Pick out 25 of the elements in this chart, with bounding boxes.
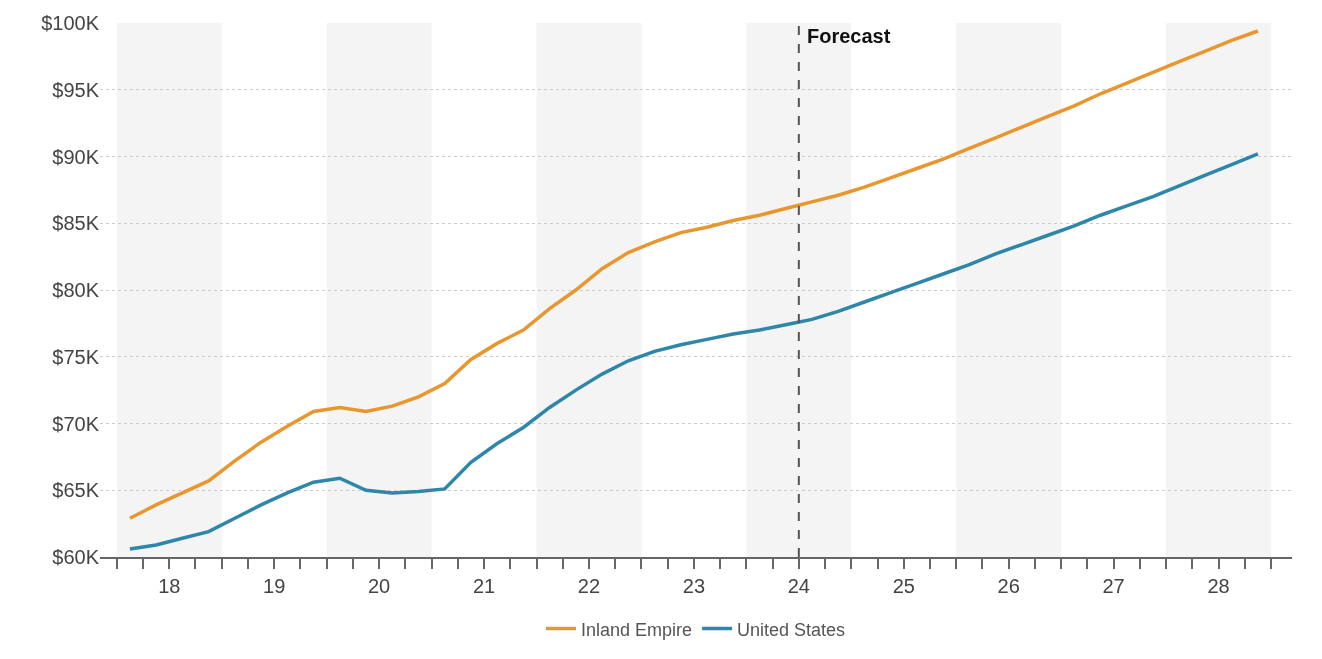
x-tick-label: 24 xyxy=(787,575,810,597)
line-series xyxy=(128,29,1260,521)
y-tick-label: $90K xyxy=(52,145,100,168)
y-tick-label: $95K xyxy=(52,78,100,101)
x-tick-label: 19 xyxy=(263,575,286,597)
x-tick-label: 26 xyxy=(997,575,1020,597)
y-tick-label: $80K xyxy=(52,279,100,301)
x-tick-label: 18 xyxy=(158,575,181,597)
y-tick-label: $100K xyxy=(41,12,100,34)
legend-label: United States xyxy=(737,619,846,640)
x-tick-label: 22 xyxy=(577,575,601,597)
x-tick-label: 21 xyxy=(472,575,496,597)
legend-label: Inland Empire xyxy=(581,619,693,640)
x-tick-label: 27 xyxy=(1102,575,1125,597)
x-tick-label: 20 xyxy=(367,575,391,597)
y-tick-label: $70K xyxy=(52,412,100,435)
x-tick-label: 23 xyxy=(682,575,706,597)
y-tick-label: $85K xyxy=(52,212,100,235)
y-tick-label: $65K xyxy=(52,479,100,502)
y-tick-label: $60K xyxy=(52,546,100,568)
line-series xyxy=(128,152,1260,551)
x-tick-label: 28 xyxy=(1207,575,1230,597)
y-tick-label: $75K xyxy=(52,345,100,368)
x-tick-label: 25 xyxy=(892,575,915,597)
ref-line-label: Forecast xyxy=(807,25,891,47)
